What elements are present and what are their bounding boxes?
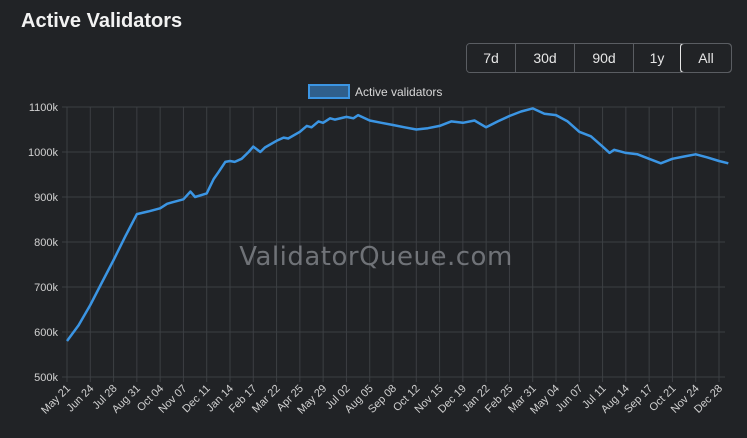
range-button-90d[interactable]: 90d bbox=[575, 44, 634, 72]
chart-legend[interactable]: Active validators bbox=[308, 84, 442, 99]
range-button-7d[interactable]: 7d bbox=[467, 44, 516, 72]
legend-label: Active validators bbox=[355, 85, 442, 99]
y-tick-label: 1000k bbox=[28, 147, 58, 159]
y-tick-label: 1100k bbox=[29, 102, 59, 114]
y-tick-label: 900k bbox=[34, 192, 58, 204]
y-tick-label: 700k bbox=[34, 282, 58, 294]
series-line-active-validators bbox=[65, 107, 729, 342]
range-button-all[interactable]: All bbox=[680, 44, 731, 72]
chart-grid bbox=[62, 106, 725, 382]
watermark: ValidatorQueue.com bbox=[239, 242, 513, 272]
time-range-selector: 7d 30d 90d 1y All bbox=[466, 43, 732, 73]
y-tick-label: 800k bbox=[34, 237, 58, 249]
y-axis-ticks: 500k 600k 700k 800k 900k 1000k 1100k bbox=[28, 102, 58, 384]
page-title: Active Validators bbox=[21, 10, 183, 32]
legend-swatch bbox=[308, 84, 350, 99]
y-tick-label: 600k bbox=[34, 327, 58, 339]
y-tick-label: 500k bbox=[34, 372, 58, 384]
x-tick-label: May 21 bbox=[39, 383, 73, 417]
range-button-1y[interactable]: 1y bbox=[634, 44, 681, 72]
range-button-30d[interactable]: 30d bbox=[516, 44, 575, 72]
